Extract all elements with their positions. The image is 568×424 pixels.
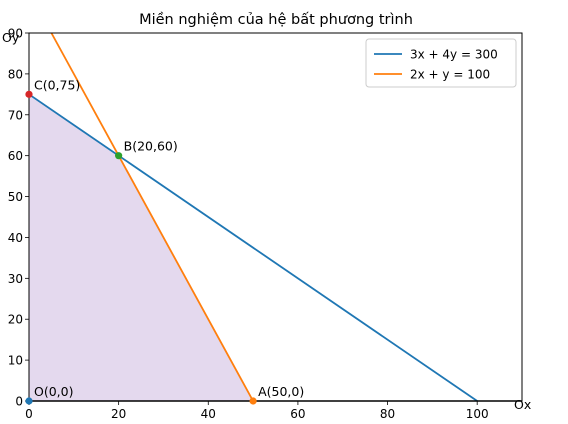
y-tick-label: 0 bbox=[15, 395, 23, 409]
y-axis-label: Oy bbox=[2, 30, 20, 45]
y-tick-label: 90 bbox=[8, 27, 23, 41]
series-line-2 bbox=[50, 33, 254, 401]
plot-frame bbox=[28, 32, 523, 402]
y-tick-label: 20 bbox=[8, 313, 23, 327]
y-tick-label: 50 bbox=[8, 190, 23, 204]
chart-title: Miền nghiệm của hệ bất phương trình bbox=[139, 11, 413, 28]
point-marker bbox=[115, 152, 123, 160]
x-tick-label: 40 bbox=[201, 407, 216, 421]
point-label: C(0,75) bbox=[34, 77, 80, 92]
x-tick-label: 20 bbox=[111, 407, 126, 421]
point-label: O(0,0) bbox=[34, 384, 73, 399]
point-marker bbox=[25, 90, 33, 98]
legend-entry: 2x + y = 100 bbox=[410, 68, 490, 82]
y-tick-label: 40 bbox=[8, 231, 23, 245]
y-tick-label: 30 bbox=[8, 272, 23, 286]
x-tick-label: 100 bbox=[466, 407, 489, 421]
y-tick-label: 80 bbox=[8, 67, 23, 81]
legend-box bbox=[365, 38, 517, 88]
x-tick-label: 60 bbox=[290, 407, 305, 421]
point-label: A(50,0) bbox=[258, 384, 304, 399]
point-marker bbox=[249, 397, 257, 405]
x-tick-label: 80 bbox=[380, 407, 395, 421]
plot-area: 0 20 40 60 80 100 0 10 20 30 40 50 60 70 80 90 Ox Oy O(0,0… bbox=[2, 27, 531, 422]
y-tick-label: 60 bbox=[8, 149, 23, 163]
series-line-1 bbox=[29, 93, 478, 401]
point-marker bbox=[25, 397, 33, 405]
y-tick-label: 70 bbox=[8, 108, 23, 122]
y-tick-label: 10 bbox=[8, 354, 23, 368]
x-tick-label: 0 bbox=[25, 407, 33, 421]
point-label: B(20,60) bbox=[124, 139, 178, 154]
legend-entry: 3x + 4y = 300 bbox=[410, 48, 498, 62]
feasible-region bbox=[29, 94, 254, 401]
x-axis-label: Ox bbox=[514, 397, 531, 412]
legend: 3x + 4y = 300 2x + y = 100 bbox=[365, 38, 517, 88]
